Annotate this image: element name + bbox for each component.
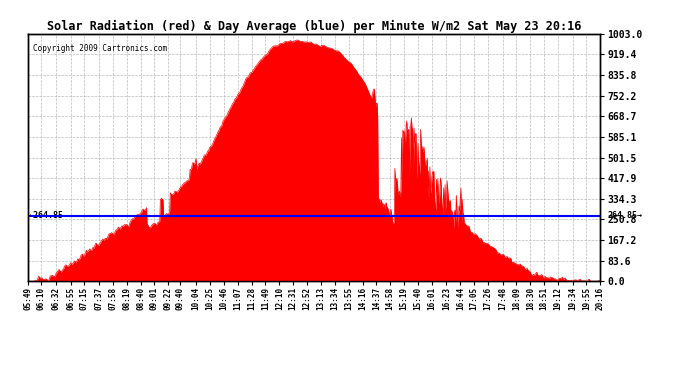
- Text: 264.85→: 264.85→: [607, 211, 642, 220]
- Title: Solar Radiation (red) & Day Average (blue) per Minute W/m2 Sat May 23 20:16: Solar Radiation (red) & Day Average (blu…: [47, 20, 581, 33]
- Text: ←264.85: ←264.85: [29, 211, 63, 220]
- Text: Copyright 2009 Cartronics.com: Copyright 2009 Cartronics.com: [33, 44, 168, 52]
